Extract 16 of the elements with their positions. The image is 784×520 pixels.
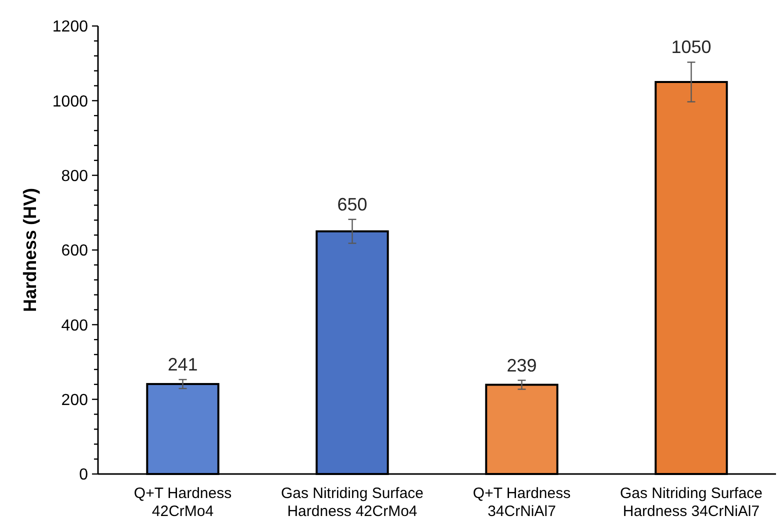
y-tick-label: 600 bbox=[61, 242, 88, 260]
y-tick-label: 200 bbox=[61, 392, 88, 409]
y-tick-label: 1200 bbox=[52, 18, 88, 36]
data-label: 239 bbox=[506, 355, 537, 376]
y-tick-label: 400 bbox=[61, 317, 88, 334]
x-tick-label: Q+T Hardness 42CrMo4 bbox=[134, 485, 232, 520]
data-label: 1050 bbox=[671, 37, 712, 58]
y-tick-label: 0 bbox=[79, 466, 88, 484]
data-label: 241 bbox=[168, 354, 198, 375]
x-tick-label: Gas Nitriding Surface Hardness 34CrNiAl7 bbox=[620, 485, 763, 520]
x-tick-label: Q+T Hardness 34CrNiAl7 bbox=[472, 485, 571, 520]
y-tick-label: 1000 bbox=[52, 93, 88, 110]
y-axis-title: Hardness (HV) bbox=[20, 188, 40, 312]
data-label: 650 bbox=[337, 194, 368, 214]
y-tick-label: 800 bbox=[61, 168, 88, 185]
x-tick-label: Gas Nitriding Surface Hardness 42CrMo4 bbox=[280, 485, 424, 520]
